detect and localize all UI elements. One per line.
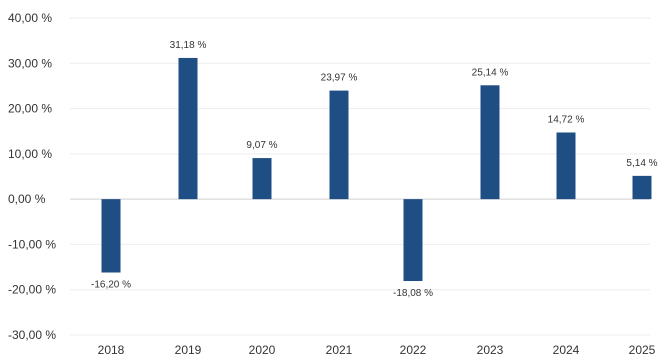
data-label: 9,07 % [246,140,277,151]
data-label: 31,18 % [170,40,207,51]
bars [101,57,652,282]
data-labels: -16,20 % 31,18 % 9,07 % 23,97 % -18,08 % 25,1… [91,40,658,299]
x-tick-label: 2025 [629,343,656,357]
bar-2024 [556,132,576,200]
bar-2023 [480,85,500,200]
data-label: 23,97 % [321,73,358,84]
x-tick-label: 2019 [175,343,202,357]
x-axis: 2018 2019 2020 2021 2022 2023 2024 2025 [98,343,656,357]
data-label: 25,14 % [472,67,509,78]
grid-lines [70,17,650,336]
x-tick-label: 2021 [326,343,353,357]
x-tick-label: 2018 [98,343,125,357]
data-label: 5,14 % [626,158,657,169]
y-tick-label: -20,00 % [8,283,56,297]
y-tick-label: 40,00 % [8,11,52,25]
y-tick-label: 30,00 % [8,56,52,70]
bar-2018 [101,199,121,273]
x-tick-label: 2023 [477,343,504,357]
y-tick-label: 10,00 % [8,147,52,161]
y-axis: 40,00 % 30,00 % 20,00 % 10,00 % 0,00 % -10,00… [8,11,56,342]
data-label: -16,20 % [91,280,131,291]
x-tick-label: 2024 [553,343,580,357]
x-tick-label: 2020 [249,343,276,357]
data-label: 14,72 % [548,114,585,125]
bar-2021 [329,90,349,200]
y-tick-label: -30,00 % [8,328,56,342]
y-tick-label: -10,00 % [8,237,56,251]
bar-2025 [632,175,652,200]
bar-2019 [178,57,198,200]
x-tick-label: 2022 [400,343,427,357]
bar-2022 [403,199,423,282]
data-label: -18,08 % [393,288,433,299]
y-tick-label: 0,00 % [8,192,46,206]
bar-2020 [252,158,272,200]
y-tick-label: 20,00 % [8,102,52,116]
